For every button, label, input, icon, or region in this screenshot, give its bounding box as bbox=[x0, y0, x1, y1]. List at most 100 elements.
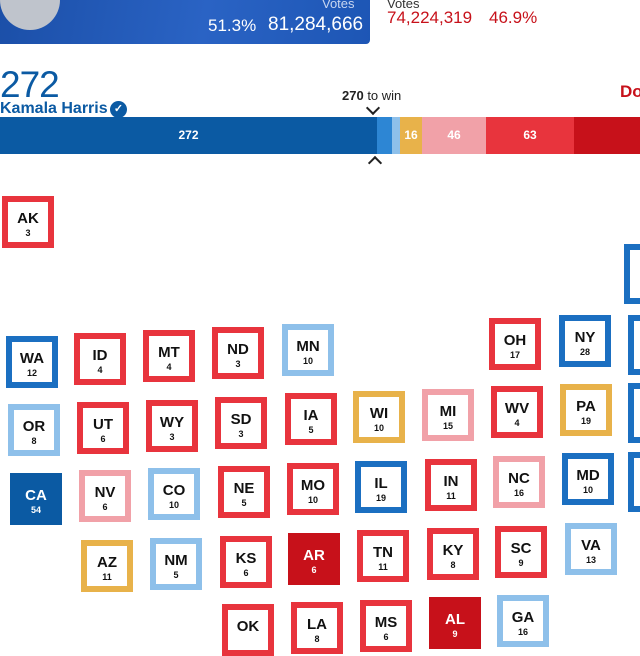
chevron-down-icon bbox=[365, 100, 381, 116]
state-electoral-votes: 13 bbox=[585, 555, 596, 565]
state-tile-ok[interactable]: OK bbox=[222, 604, 274, 656]
state-tile-az[interactable]: AZ 11 bbox=[81, 540, 133, 592]
state-tile-ia[interactable]: IA 5 bbox=[285, 393, 337, 445]
avatar bbox=[0, 0, 60, 30]
state-tile-ms[interactable]: MS 6 bbox=[360, 600, 412, 652]
bar-segment-solid-rep[interactable] bbox=[574, 117, 640, 154]
state-electoral-votes: 10 bbox=[168, 500, 179, 510]
state-tile-nd[interactable]: ND 3 bbox=[212, 327, 264, 379]
state-abbr: GA bbox=[511, 609, 535, 626]
bar-segment-lean-dem[interactable] bbox=[392, 117, 400, 154]
state-tile-nv[interactable]: NV 6 bbox=[79, 470, 131, 522]
state-tile-mn[interactable]: MN 10 bbox=[282, 324, 334, 376]
bar-segment-tossup[interactable]: 16 bbox=[400, 117, 422, 154]
state-tile-oh[interactable]: OH 17 bbox=[489, 318, 541, 370]
state-abbr: AL bbox=[445, 611, 465, 628]
state-tile-pa[interactable]: PA 19 bbox=[560, 384, 612, 436]
rep-candidate-name: Do bbox=[620, 82, 640, 101]
state-tile-md[interactable]: MD 10 bbox=[562, 453, 614, 505]
state-tile-wa[interactable]: WA 12 bbox=[6, 336, 58, 388]
state-tile-nm[interactable]: NM 5 bbox=[150, 538, 202, 590]
state-tile-ut[interactable]: UT 6 bbox=[77, 402, 129, 454]
state-tile-ks[interactable]: KS 6 bbox=[220, 536, 272, 588]
state-tile-nc[interactable]: NC 16 bbox=[493, 456, 545, 508]
dem-votes-caption: Votes bbox=[322, 0, 355, 11]
state-tile-sc[interactable]: SC 9 bbox=[495, 526, 547, 578]
state-electoral-votes: 6 bbox=[102, 502, 108, 512]
to-win-number: 270 bbox=[342, 88, 364, 103]
state-electoral-votes: 4 bbox=[514, 418, 520, 428]
state-tile-wv[interactable]: WV 4 bbox=[491, 386, 543, 438]
state-abbr: NY bbox=[574, 329, 596, 346]
state-tile-ga[interactable]: GA 16 bbox=[497, 595, 549, 647]
state-electoral-votes: 17 bbox=[509, 350, 520, 360]
state-electoral-votes: 8 bbox=[31, 436, 37, 446]
state-electoral-votes: 9 bbox=[518, 558, 524, 568]
state-tile-al[interactable]: AL 9 bbox=[429, 597, 481, 649]
bar-segment-likely-rep[interactable]: 63 bbox=[486, 117, 574, 154]
state-abbr: AR bbox=[303, 547, 325, 564]
state-tile-partial[interactable] bbox=[628, 383, 640, 443]
state-abbr: OH bbox=[503, 332, 527, 349]
state-electoral-votes: 3 bbox=[25, 228, 31, 238]
state-tile-la[interactable]: LA 8 bbox=[291, 602, 343, 654]
state-abbr: WY bbox=[159, 414, 185, 431]
state-electoral-votes: 8 bbox=[314, 634, 320, 644]
state-electoral-votes: 6 bbox=[100, 434, 106, 444]
dem-candidate-card[interactable]: Votes 51.3% 81,284,666 bbox=[0, 0, 370, 44]
dem-vote-percent: 51.3% bbox=[208, 16, 257, 35]
state-electoral-votes: 3 bbox=[169, 432, 175, 442]
bar-segment-solid-dem[interactable]: 272 bbox=[0, 117, 377, 154]
state-tile-id[interactable]: ID 4 bbox=[74, 333, 126, 385]
state-tile-partial[interactable] bbox=[628, 315, 640, 375]
state-electoral-votes: 9 bbox=[452, 629, 458, 639]
state-tile-or[interactable]: OR 8 bbox=[8, 404, 60, 456]
state-abbr: NM bbox=[164, 552, 188, 569]
state-tile-partial[interactable] bbox=[624, 244, 640, 304]
state-abbr: IA bbox=[303, 407, 319, 424]
bar-segment-lean-rep[interactable]: 46 bbox=[422, 117, 486, 154]
state-abbr: AK bbox=[17, 210, 39, 227]
state-tile-mo[interactable]: MO 10 bbox=[287, 463, 339, 515]
state-electoral-votes: 6 bbox=[383, 632, 389, 642]
state-tile-ak[interactable]: AK 3 bbox=[2, 196, 54, 248]
bar-segment-likely-dem[interactable] bbox=[377, 117, 392, 154]
state-abbr: NC bbox=[508, 470, 530, 487]
state-electoral-votes: 6 bbox=[311, 565, 317, 575]
state-tile-il[interactable]: IL 19 bbox=[355, 461, 407, 513]
dem-electoral-votes: 272 bbox=[0, 64, 60, 105]
state-tile-va[interactable]: VA 13 bbox=[565, 523, 617, 575]
state-electoral-votes: 4 bbox=[166, 362, 172, 372]
state-tile-wi[interactable]: WI 10 bbox=[353, 391, 405, 443]
state-abbr: IL bbox=[374, 475, 388, 492]
state-tile-co[interactable]: CO 10 bbox=[148, 468, 200, 520]
state-tile-mt[interactable]: MT 4 bbox=[143, 330, 195, 382]
state-tile-tn[interactable]: TN 11 bbox=[357, 530, 409, 582]
state-tile-ar[interactable]: AR 6 bbox=[288, 533, 340, 585]
state-electoral-votes: 5 bbox=[308, 425, 314, 435]
state-abbr: MS bbox=[374, 614, 398, 631]
state-tile-partial[interactable] bbox=[628, 452, 640, 512]
state-electoral-votes: 10 bbox=[373, 423, 384, 433]
state-abbr: PA bbox=[576, 398, 596, 415]
state-abbr: MD bbox=[576, 467, 600, 484]
state-electoral-votes: 28 bbox=[579, 347, 590, 357]
state-abbr: TN bbox=[373, 544, 393, 561]
rep-vote-count: 74,224,319 bbox=[387, 8, 473, 27]
state-electoral-votes: 16 bbox=[517, 627, 528, 637]
state-electoral-votes: 8 bbox=[450, 560, 456, 570]
state-tile-ca[interactable]: CA 54 bbox=[10, 473, 62, 525]
to-win-text: to win bbox=[363, 88, 402, 103]
state-electoral-votes: 11 bbox=[102, 572, 112, 582]
state-abbr: MO bbox=[300, 477, 326, 494]
state-abbr: MT bbox=[158, 344, 180, 361]
state-tile-sd[interactable]: SD 3 bbox=[215, 397, 267, 449]
state-tile-ny[interactable]: NY 28 bbox=[559, 315, 611, 367]
state-abbr: WA bbox=[19, 350, 45, 367]
state-tile-ne[interactable]: NE 5 bbox=[218, 466, 270, 518]
state-abbr: OR bbox=[22, 418, 46, 435]
state-tile-mi[interactable]: MI 15 bbox=[422, 389, 474, 441]
state-tile-ky[interactable]: KY 8 bbox=[427, 528, 479, 580]
state-tile-in[interactable]: IN 11 bbox=[425, 459, 477, 511]
state-tile-wy[interactable]: WY 3 bbox=[146, 400, 198, 452]
